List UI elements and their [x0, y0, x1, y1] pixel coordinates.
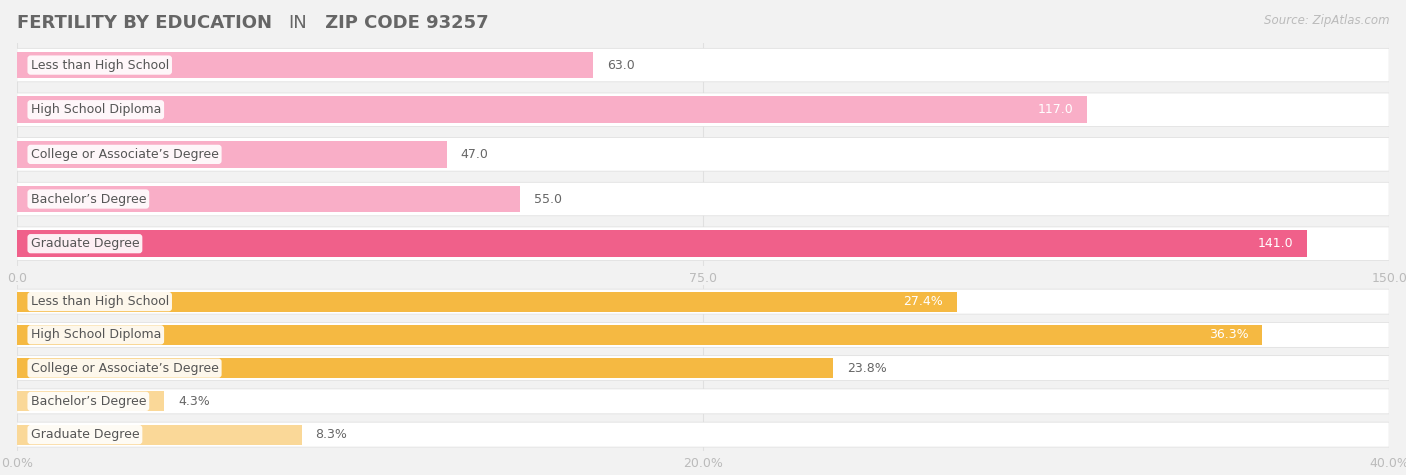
Bar: [17, 96, 1087, 123]
FancyBboxPatch shape: [17, 227, 1389, 260]
FancyBboxPatch shape: [17, 138, 1389, 171]
Text: 117.0: 117.0: [1038, 103, 1074, 116]
Text: 63.0: 63.0: [607, 58, 634, 72]
Text: Graduate Degree: Graduate Degree: [31, 428, 139, 441]
Text: 27.4%: 27.4%: [904, 295, 943, 308]
Text: High School Diploma: High School Diploma: [31, 103, 160, 116]
Text: Graduate Degree: Graduate Degree: [31, 237, 139, 250]
FancyBboxPatch shape: [17, 48, 1389, 82]
Text: Less than High School: Less than High School: [31, 295, 169, 308]
Text: College or Associate’s Degree: College or Associate’s Degree: [31, 361, 218, 375]
Bar: [17, 358, 834, 378]
Text: 23.8%: 23.8%: [846, 361, 887, 375]
FancyBboxPatch shape: [17, 182, 1389, 216]
Text: FERTILITY BY EDUCATION: FERTILITY BY EDUCATION: [17, 14, 278, 32]
Bar: [17, 186, 520, 212]
Text: IN: IN: [288, 14, 307, 32]
FancyBboxPatch shape: [17, 422, 1389, 447]
Text: 141.0: 141.0: [1257, 237, 1294, 250]
Text: 47.0: 47.0: [461, 148, 488, 161]
Text: 8.3%: 8.3%: [315, 428, 347, 441]
Text: 55.0: 55.0: [534, 192, 562, 206]
Text: Less than High School: Less than High School: [31, 58, 169, 72]
FancyBboxPatch shape: [17, 356, 1389, 380]
Text: High School Diploma: High School Diploma: [31, 328, 160, 342]
Bar: [17, 325, 1263, 345]
Bar: [17, 230, 1306, 257]
Bar: [17, 391, 165, 411]
Bar: [17, 52, 593, 78]
Text: Source: ZipAtlas.com: Source: ZipAtlas.com: [1264, 14, 1389, 27]
Text: College or Associate’s Degree: College or Associate’s Degree: [31, 148, 218, 161]
FancyBboxPatch shape: [17, 323, 1389, 347]
Text: Bachelor’s Degree: Bachelor’s Degree: [31, 395, 146, 408]
Text: 36.3%: 36.3%: [1209, 328, 1249, 342]
Bar: [17, 292, 957, 312]
FancyBboxPatch shape: [17, 389, 1389, 414]
FancyBboxPatch shape: [17, 289, 1389, 314]
Bar: [17, 141, 447, 168]
Bar: [17, 425, 302, 445]
Text: 4.3%: 4.3%: [179, 395, 209, 408]
Text: ZIP CODE 93257: ZIP CODE 93257: [319, 14, 489, 32]
FancyBboxPatch shape: [17, 93, 1389, 126]
Text: Bachelor’s Degree: Bachelor’s Degree: [31, 192, 146, 206]
